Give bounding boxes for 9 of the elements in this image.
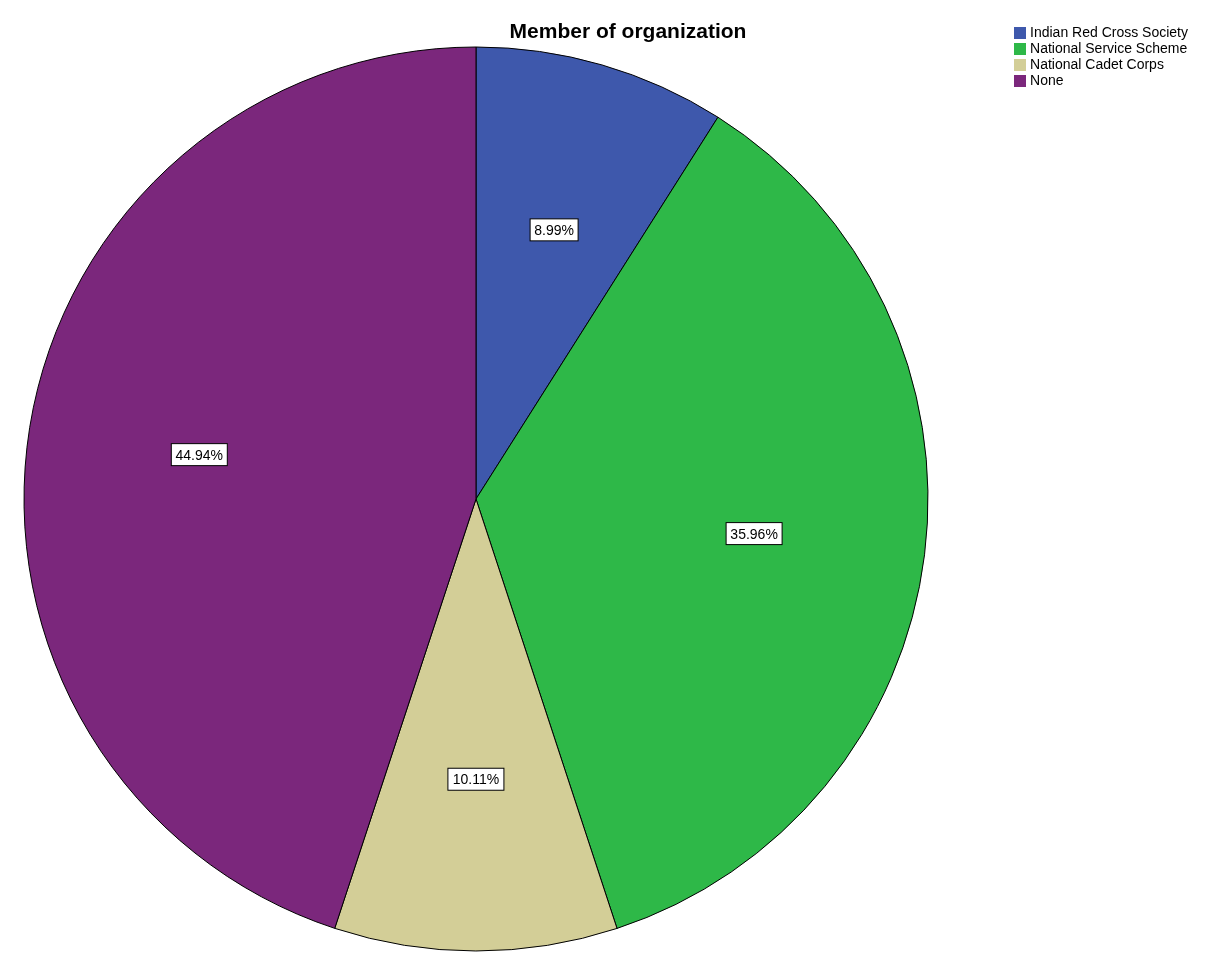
legend-label: National Service Scheme xyxy=(1030,40,1188,56)
data-label: 35.96% xyxy=(730,525,778,542)
legend-label: Indian Red Cross Society xyxy=(1030,24,1188,40)
data-label: 44.94% xyxy=(175,446,224,463)
legend-label: None xyxy=(1030,72,1064,88)
data-label: 8.99% xyxy=(534,221,574,238)
chart-title: Member of organization xyxy=(509,19,747,42)
legend-label: National Cadet Corps xyxy=(1030,56,1164,72)
data-label: 10.11% xyxy=(452,771,500,788)
